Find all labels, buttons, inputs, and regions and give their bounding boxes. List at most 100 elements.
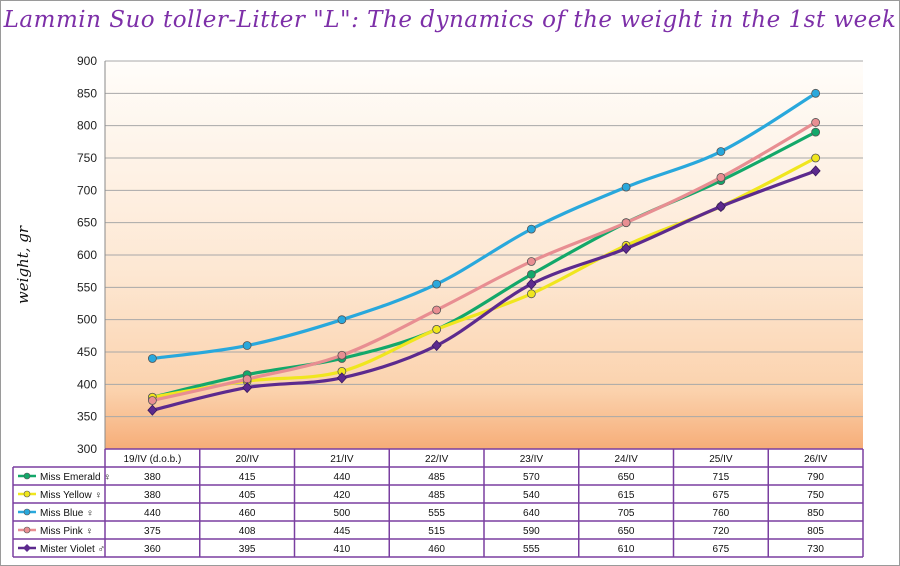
table-cell-value: 650 xyxy=(618,472,635,483)
y-tick-label: 300 xyxy=(77,442,97,456)
legend-label: Miss Blue ♀ xyxy=(40,508,94,519)
data-point xyxy=(716,147,726,156)
y-tick-label: 400 xyxy=(77,377,97,391)
x-tick-label: 20/IV xyxy=(235,454,259,465)
table-cell-value: 590 xyxy=(523,526,540,537)
y-tick-label: 500 xyxy=(77,313,97,327)
y-axis: 300 350 400 450 500 550 600 650 700 750 800 850 900 xyxy=(77,54,106,456)
y-tick-label: 350 xyxy=(77,410,97,424)
data-point xyxy=(811,127,821,137)
table-cell-value: 410 xyxy=(334,544,351,555)
x-tick-label: 22/IV xyxy=(425,454,449,465)
data-point xyxy=(242,374,252,384)
legend-marker xyxy=(23,526,31,534)
legend-label: Miss Emerald ♀ xyxy=(40,472,111,483)
table-cell-value: 705 xyxy=(618,508,635,519)
data-point xyxy=(432,324,442,334)
table-cell-value: 460 xyxy=(239,508,256,519)
table-cell-value: 440 xyxy=(144,508,161,519)
y-tick-label: 550 xyxy=(77,280,97,294)
table-cell-value: 500 xyxy=(334,508,351,519)
data-point xyxy=(716,172,726,182)
data-point xyxy=(621,242,632,255)
table-cell-value: 540 xyxy=(523,490,540,501)
table-cell-value: 610 xyxy=(618,544,635,555)
data-point xyxy=(432,305,442,315)
data-point xyxy=(810,165,821,177)
table-cell-value: 420 xyxy=(334,490,351,501)
data-point xyxy=(526,224,536,234)
legend-marker xyxy=(23,472,31,480)
data-point xyxy=(432,279,442,289)
table-cell-value: 805 xyxy=(807,526,824,537)
data-point xyxy=(811,153,821,163)
x-tick-label: 25/IV xyxy=(709,454,733,465)
x-tick-label: 23/IV xyxy=(520,454,544,465)
table-cell-value: 415 xyxy=(239,472,256,483)
y-tick-label: 450 xyxy=(77,345,97,359)
y-tick-label: 800 xyxy=(77,119,97,133)
legend-label: Miss Pink ♀ xyxy=(40,526,93,537)
y-tick-label: 750 xyxy=(77,151,97,165)
table-cell-value: 640 xyxy=(523,508,540,519)
legend-marker xyxy=(23,544,31,552)
table-cell-value: 460 xyxy=(428,544,445,555)
data-point xyxy=(337,315,347,325)
table-cell-value: 515 xyxy=(428,526,445,537)
data-point xyxy=(621,182,631,192)
y-tick-label: 650 xyxy=(77,216,97,230)
gridlines xyxy=(105,60,863,450)
table-cell-value: 440 xyxy=(334,472,351,483)
table-cell-value: 675 xyxy=(713,544,730,555)
table-cell-value: 375 xyxy=(144,526,161,537)
data-point xyxy=(431,339,442,352)
table-cell-value: 650 xyxy=(618,526,635,537)
table-cell-value: 790 xyxy=(807,472,824,483)
data-point xyxy=(811,118,821,127)
table-cell-value: 720 xyxy=(713,526,730,537)
data-point xyxy=(526,257,536,266)
series-line xyxy=(150,91,818,361)
legend-marker xyxy=(23,490,31,498)
table-cell-value: 750 xyxy=(807,490,824,501)
table-cell-value: 380 xyxy=(144,472,161,483)
table-cell-value: 445 xyxy=(334,526,351,537)
x-tick-label: 24/IV xyxy=(614,454,638,465)
data-point xyxy=(242,381,253,394)
table-cell-value: 485 xyxy=(428,490,445,501)
x-tick-label: 21/IV xyxy=(330,454,354,465)
data-point xyxy=(242,341,252,350)
table-cell-value: 615 xyxy=(618,490,635,501)
series-line xyxy=(150,120,818,403)
table-cell-value: 760 xyxy=(713,508,730,519)
data-point xyxy=(147,396,157,405)
table-cell-value: 850 xyxy=(807,508,824,519)
data-point xyxy=(147,404,158,416)
chart-title: Lammin Suo toller-Litter "L": The dynami… xyxy=(3,7,897,33)
data-point xyxy=(526,269,536,279)
table-cell-value: 570 xyxy=(523,472,540,483)
legend-label: Mister Violet ♂ xyxy=(40,544,105,555)
table-cell-value: 675 xyxy=(713,490,730,501)
table-cell-value: 715 xyxy=(713,472,730,483)
y-tick-label: 700 xyxy=(77,183,97,197)
series-line xyxy=(150,130,818,399)
series-line xyxy=(150,169,818,412)
table-cell-value: 395 xyxy=(239,544,256,555)
data-table: 19/IV (d.o.b.) 20/IV 21/IV 22/IV 23/IV 24/IV 2… xyxy=(12,448,864,558)
table-cell-value: 555 xyxy=(428,508,445,519)
data-point xyxy=(715,200,726,213)
x-tick-label: 26/IV xyxy=(804,454,828,465)
y-tick-label: 600 xyxy=(77,248,97,262)
data-point xyxy=(337,350,347,360)
x-tick-label: 19/IV (d.o.b.) xyxy=(123,454,181,465)
table-cell-value: 408 xyxy=(239,526,256,537)
data-point xyxy=(526,278,537,290)
data-point xyxy=(336,372,347,384)
data-point xyxy=(621,218,631,228)
data-point xyxy=(811,88,821,98)
table-cell-value: 380 xyxy=(144,490,161,501)
table-cell-value: 360 xyxy=(144,544,161,555)
y-tick-label: 900 xyxy=(77,54,97,68)
